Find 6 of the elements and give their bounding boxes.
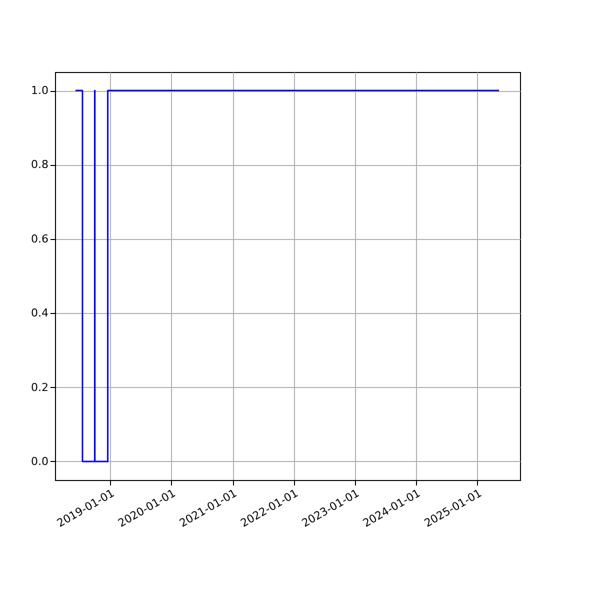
- y-tick-label: 0.6: [31, 232, 48, 246]
- y-tick-label: 0.8: [31, 158, 48, 172]
- y-tick-label: 0.4: [31, 306, 48, 320]
- y-tick-label: 0.2: [31, 380, 48, 394]
- y-tick-label: 1.0: [31, 84, 48, 98]
- y-tick-label: 0.0: [31, 454, 48, 468]
